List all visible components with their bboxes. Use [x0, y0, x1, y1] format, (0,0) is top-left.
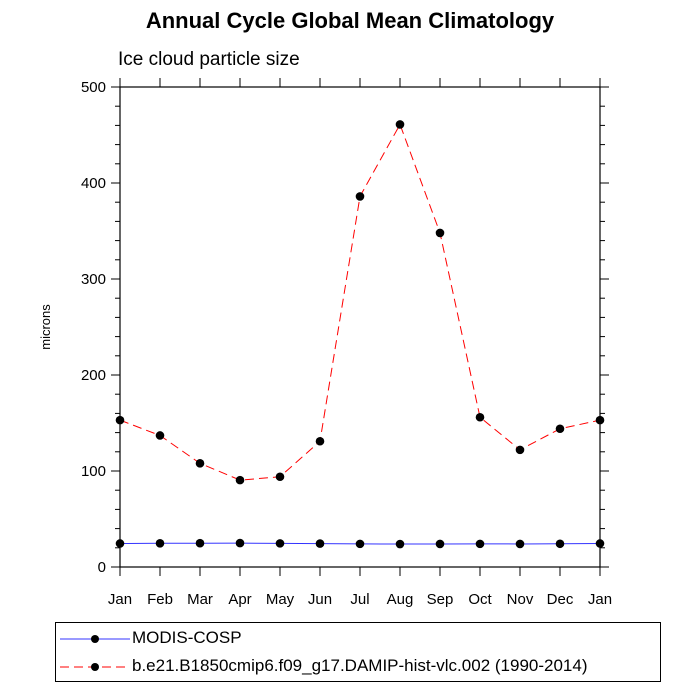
x-tick-label: Jun [308, 591, 332, 608]
y-tick-label: 500 [81, 79, 106, 96]
data-point-series-0 [155, 538, 165, 548]
x-tick-label: Sep [427, 591, 454, 608]
data-point-series-1 [435, 228, 445, 238]
x-tick-label: Nov [507, 591, 534, 608]
legend-item-modis: MODIS-COSP [56, 625, 660, 653]
series-line-1 [119, 123, 601, 481]
legend: MODIS-COSP b.e21.B1850cmip6.f09_g17.DAMI… [55, 622, 661, 682]
x-tick-label: Jan [108, 591, 132, 608]
y-tick-label: 400 [81, 175, 106, 192]
y-tick-label: 100 [81, 463, 106, 480]
x-tick-label: Jul [350, 591, 369, 608]
data-point-series-0 [555, 539, 565, 549]
data-point-series-0 [435, 539, 445, 549]
y-tick-label: 300 [81, 271, 106, 288]
series-layer [115, 120, 605, 549]
data-point-series-0 [315, 539, 325, 548]
legend-label-model: b.e21.B1850cmip6.f09_g17.DAMIP-hist-vlc.… [132, 656, 588, 675]
x-tick-label: Aug [387, 591, 414, 608]
data-point-series-0 [235, 538, 245, 548]
plot-frame [119, 86, 601, 568]
x-tick-label: Oct [468, 591, 492, 608]
data-point-series-0 [515, 539, 525, 549]
minor-ticks [115, 105, 605, 549]
data-point-series-1 [475, 412, 485, 422]
line-chart: 0 100 200 300 400 500 Jan Feb Mar Apr May Jun Jul Au… [38, 78, 612, 608]
x-tick-label: Jan [588, 591, 612, 608]
data-point-series-0 [355, 539, 365, 549]
legend-swatch-modis [60, 635, 130, 643]
y-axis-title: microns [38, 304, 53, 350]
data-point-series-0 [475, 539, 485, 549]
legend-label-modis: MODIS-COSP [132, 628, 242, 647]
data-point-series-1 [515, 445, 525, 455]
y-tick-label: 0 [98, 559, 106, 576]
data-point-series-1 [155, 431, 165, 440]
x-tick-label: Feb [147, 591, 173, 608]
x-tick-labels: Jan Feb Mar Apr May Jun Jul Aug Sep Oct Nov Dec Jan [108, 591, 612, 608]
chart-subtitle: Ice cloud particle size [118, 49, 300, 70]
x-tick-label: Mar [187, 591, 213, 608]
data-point-series-0 [395, 539, 405, 549]
data-point-series-1 [555, 424, 565, 434]
y-tick-labels: 0 100 200 300 400 500 [81, 79, 106, 576]
data-point-series-1 [315, 436, 325, 446]
x-tick-label: Dec [547, 591, 574, 608]
x-tick-label: May [266, 591, 295, 608]
data-point-series-1 [395, 120, 405, 129]
data-point-series-1 [355, 192, 365, 201]
data-point-series-0 [275, 539, 285, 548]
legend-swatch-model [60, 663, 130, 671]
legend-item-model: b.e21.B1850cmip6.f09_g17.DAMIP-hist-vlc.… [56, 653, 660, 681]
data-point-series-1 [235, 475, 245, 485]
major-ticks [111, 78, 609, 576]
data-point-series-0 [195, 538, 205, 548]
data-point-series-1 [275, 472, 285, 482]
y-tick-label: 200 [81, 367, 106, 384]
chart-title: Annual Cycle Global Mean Climatology [145, 8, 555, 33]
data-point-series-1 [195, 459, 205, 468]
x-tick-label: Apr [228, 591, 251, 608]
